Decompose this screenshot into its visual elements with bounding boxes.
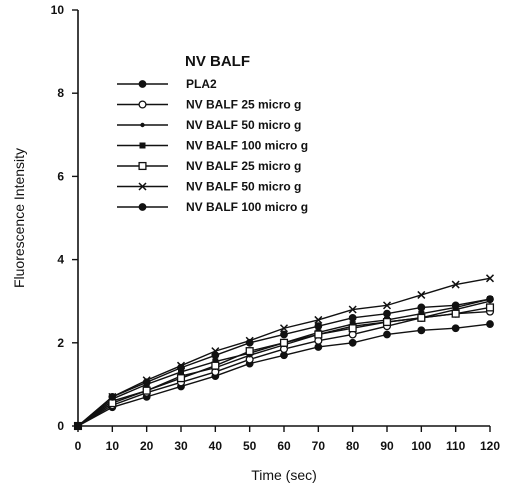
data-point [178, 368, 184, 375]
data-point [382, 301, 392, 310]
legend-entry: PLA2 [117, 77, 217, 91]
series-layer [73, 274, 495, 431]
data-point [74, 422, 82, 430]
legend-entry: NV BALF 100 micro g [117, 200, 308, 214]
data-point [451, 324, 460, 333]
legend-label: NV BALF 25 micro g [186, 98, 301, 112]
y-tick-label: 0 [57, 419, 64, 433]
data-point [417, 290, 426, 299]
legend-entry: NV BALF 25 micro g [117, 159, 301, 173]
x-tick-label: 60 [277, 439, 291, 453]
data-point [142, 378, 151, 387]
x-tick-label: 110 [446, 439, 466, 453]
legend-label: PLA2 [186, 77, 217, 91]
data-point [280, 330, 288, 339]
data-point [314, 330, 323, 339]
legend-label: NV BALF 25 micro g [186, 159, 301, 173]
data-point [245, 338, 254, 347]
x-tick-label: 10 [106, 439, 120, 453]
x-tick-label: 0 [75, 439, 82, 453]
data-point [383, 309, 391, 318]
series-line [77, 300, 491, 427]
x-tick-label: 70 [312, 439, 326, 453]
x-tick-label: 30 [174, 439, 188, 453]
data-point [486, 320, 494, 328]
data-point [212, 358, 219, 365]
series-line [77, 306, 491, 427]
legend-label: NV BALF 50 micro g [186, 118, 301, 132]
data-point [176, 374, 186, 383]
data-point [140, 122, 145, 128]
data-point [138, 182, 147, 191]
y-tick-label: 4 [57, 253, 64, 267]
data-point [417, 326, 426, 335]
legend-entry: NV BALF 50 micro g [117, 180, 301, 194]
data-point [485, 274, 495, 283]
legend-label: NV BALF 100 micro g [186, 139, 308, 153]
data-point [177, 363, 185, 372]
x-tick-label: 50 [243, 439, 257, 453]
data-point [211, 361, 220, 370]
series-line [77, 298, 491, 427]
y-tick-label: 6 [57, 169, 64, 183]
data-point [383, 330, 391, 339]
data-point [418, 310, 425, 317]
legend-label: NV BALF 50 micro g [186, 180, 301, 194]
data-point [486, 295, 494, 304]
data-point [142, 386, 151, 395]
x-tick-label: 80 [346, 439, 360, 453]
axes [77, 10, 490, 427]
data-point [138, 161, 147, 171]
x-tick-label: 120 [480, 439, 500, 453]
data-point [279, 338, 289, 347]
data-point [348, 305, 357, 314]
data-point [485, 303, 495, 312]
data-point [138, 203, 147, 211]
data-point [314, 315, 323, 324]
y-axis-title: Fluorescence Intensity [11, 148, 27, 288]
legend-entry: NV BALF 25 micro g [117, 98, 301, 112]
y-tick-label: 2 [57, 336, 64, 350]
data-point [451, 309, 460, 318]
data-point [348, 324, 357, 333]
legend: NV BALF PLA2 NV BALF 25 micro g NV BALF 50… [117, 53, 308, 214]
data-point [211, 351, 220, 360]
series-3 [75, 299, 493, 429]
x-tick-label: 40 [209, 439, 223, 453]
data-point [417, 313, 426, 322]
data-point [451, 280, 460, 289]
legend-entry: NV BALF 100 micro g [117, 139, 308, 153]
data-point [417, 303, 426, 312]
y-tick-label: 8 [57, 86, 64, 100]
y-tick-label: 10 [51, 3, 65, 17]
x-ticks: 0 10 20 30 40 50 60 70 80 90 100 110 120 [75, 426, 500, 453]
data-point [279, 324, 289, 333]
x-axis-title: Time (sec) [251, 467, 317, 483]
data-point [138, 80, 147, 88]
x-tick-label: 90 [380, 439, 394, 453]
series-line [77, 298, 491, 427]
series-5 [73, 303, 495, 431]
x-tick-label: 20 [140, 439, 154, 453]
data-point [314, 322, 323, 331]
data-point [139, 142, 146, 149]
legend-entry: NV BALF 50 micro g [117, 118, 301, 132]
data-point [382, 317, 392, 327]
data-point [245, 347, 254, 356]
data-point [108, 392, 117, 401]
data-point [348, 338, 357, 347]
legend-title: NV BALF [185, 53, 250, 70]
series-2 [73, 307, 495, 431]
y-ticks: 0 2 4 6 8 10 [51, 3, 78, 433]
series-7 [74, 295, 494, 430]
legend-label: NV BALF 100 micro g [186, 200, 308, 214]
data-point [451, 301, 460, 310]
x-tick-label: 100 [411, 439, 431, 453]
data-point [138, 100, 147, 109]
data-point [349, 321, 356, 328]
data-point [348, 313, 357, 322]
